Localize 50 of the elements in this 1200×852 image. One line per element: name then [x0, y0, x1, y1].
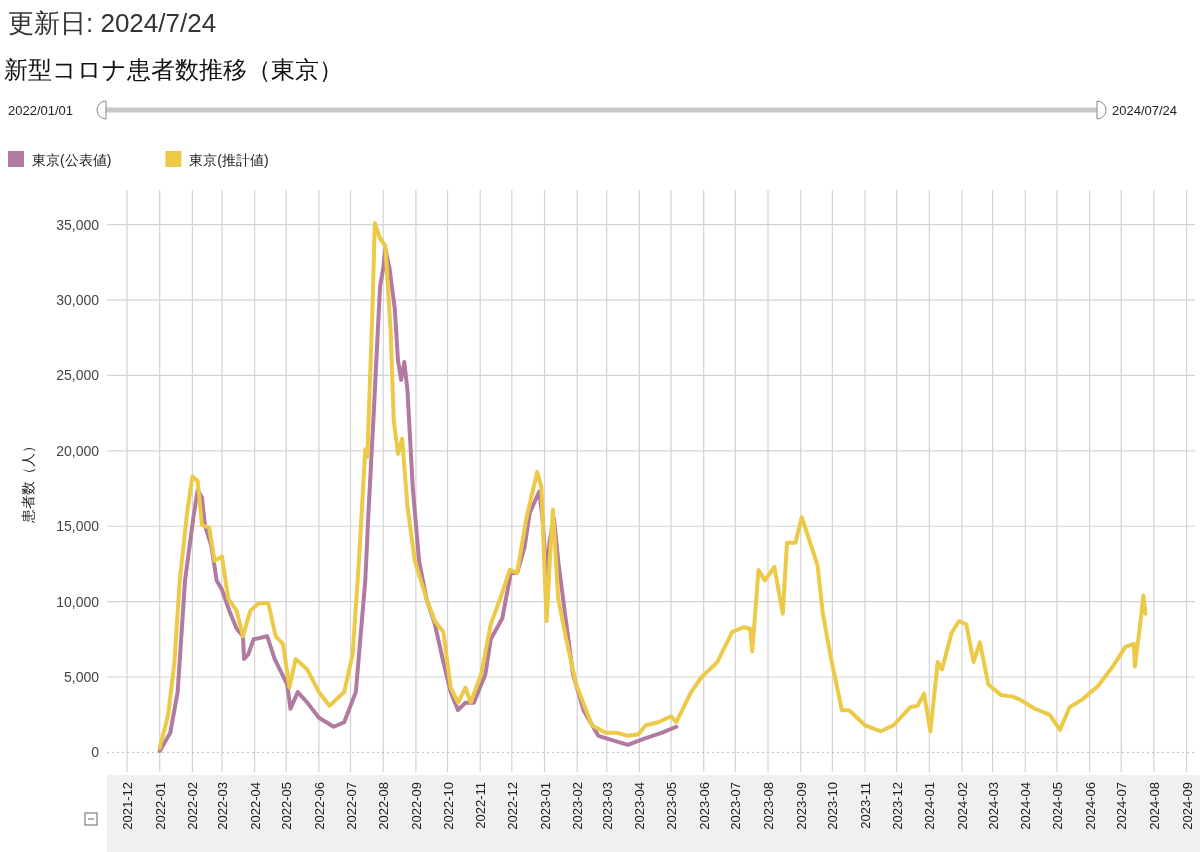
x-tick-label: 2023-06	[696, 782, 712, 830]
x-tick-label: 2022-12	[504, 782, 520, 830]
x-tick-label: 2024-05	[1049, 782, 1065, 830]
x-tick-label: 2022-11	[473, 782, 489, 829]
text: 2024/07/24	[1112, 103, 1178, 118]
x-tick-label: 2022-07	[343, 782, 359, 830]
x-tick-label: 2024-02	[955, 782, 971, 830]
x-tick-label: 2021-12	[120, 782, 136, 830]
y-tick-label: 15,000	[56, 518, 100, 535]
y-tick-label: 5,000	[63, 669, 100, 686]
text: 2022/01/01	[8, 103, 74, 118]
x-tick-label: 2022-06	[311, 782, 327, 830]
x-tick-label: 2022-10	[440, 782, 456, 830]
x-tick-label: 2023-10	[825, 782, 841, 830]
y-tick-label: 0	[91, 744, 100, 761]
x-tick-label: 2024-09	[1179, 782, 1195, 830]
x-tick-label: 2023-07	[728, 782, 744, 830]
x-tick-label: 2024-08	[1146, 782, 1162, 830]
x-tick-label: 2023-01	[537, 782, 553, 830]
x-tick-label: 2024-04	[1018, 782, 1034, 830]
x-tick-label: 2023-09	[793, 782, 809, 830]
legend-label: 東京(公表値)	[32, 152, 112, 168]
x-tick-label: 2022-04	[247, 782, 263, 830]
x-tick-label: 2023-03	[599, 782, 615, 830]
y-tick-label: 10,000	[56, 593, 100, 610]
x-tick-label: 2023-05	[664, 782, 680, 830]
y-tick-label: 25,000	[56, 367, 100, 384]
x-tick-label: 2022-08	[376, 782, 392, 830]
legend-label: 東京(推計値)	[189, 152, 269, 168]
x-tick-label: 2024-01	[922, 782, 938, 830]
line-series	[157, 221, 1148, 750]
x-tick-label: 2022-09	[408, 782, 424, 830]
x-tick-label: 2022-01	[152, 782, 168, 830]
x-tick-label: 2024-03	[985, 782, 1001, 830]
x-tick-label: 2023-08	[761, 782, 777, 830]
y-tick-label: 20,000	[56, 442, 100, 459]
x-tick-label: 2022-03	[214, 782, 230, 830]
x-tick-label: 2022-02	[185, 782, 201, 830]
x-tick-label: 2024-07	[1114, 782, 1130, 830]
x-tick-label: 2023-12	[889, 782, 905, 830]
y-axis-title: 患者数（人）	[20, 439, 36, 524]
chart-subtitle: 更新日: 2024/7/24	[8, 8, 217, 38]
chart-title: 新型コロナ患者数推移（東京）	[4, 56, 343, 83]
y-tick-label: 35,000	[56, 216, 100, 233]
x-tick-label: 2023-04	[632, 782, 648, 830]
x-tick-label: 2022-05	[279, 782, 295, 830]
y-tick-label: 30,000	[56, 292, 100, 309]
x-tick-label: 2024-06	[1082, 782, 1098, 830]
x-tick-label: 2023-11	[858, 782, 874, 829]
x-tick-label: 2023-02	[570, 782, 586, 830]
